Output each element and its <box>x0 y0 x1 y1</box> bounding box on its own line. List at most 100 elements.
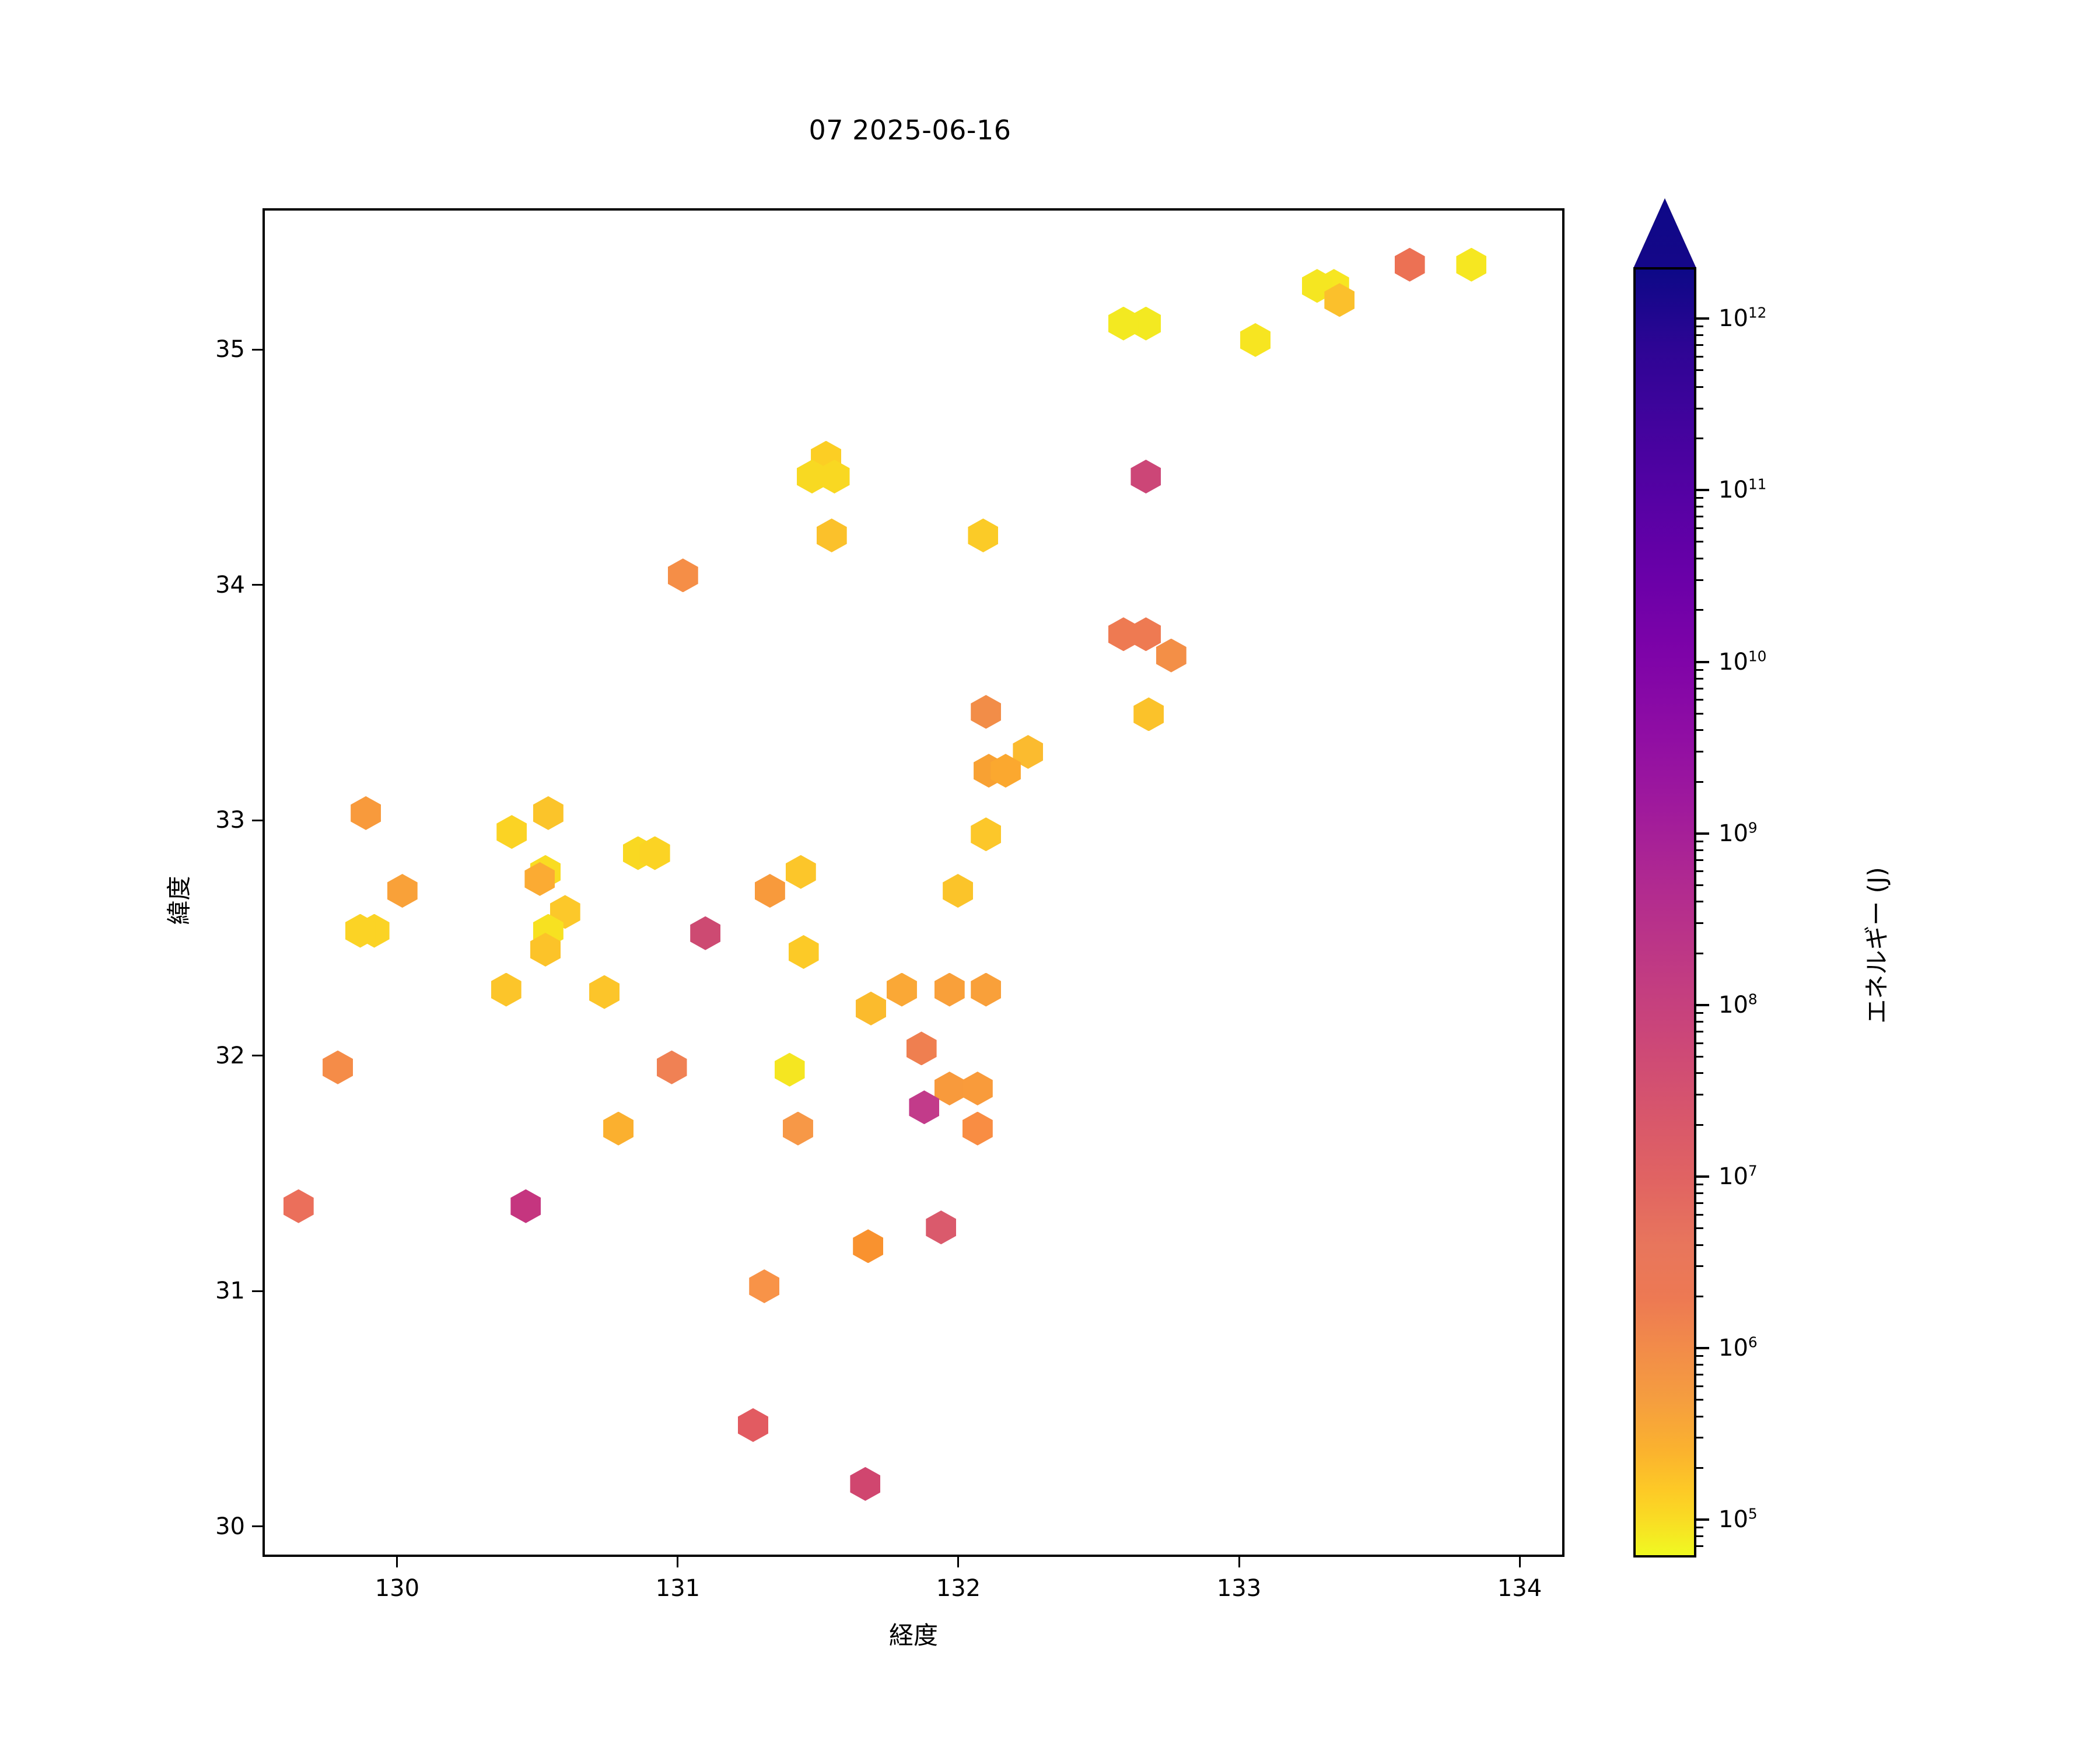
scatter-point <box>943 874 974 908</box>
colorbar-minor-tick <box>1696 1042 1703 1044</box>
scatter-point <box>1156 638 1186 673</box>
x-tick-mark <box>1518 1557 1521 1567</box>
x-tick-mark <box>677 1557 679 1567</box>
x-tick-label: 130 <box>374 1575 420 1602</box>
y-tick-label: 33 <box>215 807 245 834</box>
colorbar-tick-label: 108 <box>1718 991 1758 1019</box>
scatter-point <box>816 518 847 552</box>
scatter-point <box>496 815 527 849</box>
x-tick-label: 132 <box>936 1575 981 1602</box>
colorbar-tick-label: 106 <box>1718 1334 1758 1362</box>
x-tick-mark <box>957 1557 960 1567</box>
colorbar-minor-tick <box>1696 1265 1703 1268</box>
colorbar-minor-tick <box>1696 438 1703 440</box>
colorbar-minor-tick <box>1696 386 1703 388</box>
colorbar-minor-tick <box>1696 901 1703 903</box>
scatter-point <box>934 972 965 1007</box>
plot-area <box>262 208 1564 1557</box>
scatter-point <box>1108 306 1139 341</box>
scatter-point <box>323 1050 354 1084</box>
scatter-point <box>774 1052 805 1087</box>
scatter-point <box>1133 697 1164 732</box>
colorbar-tick-mark <box>1696 317 1709 320</box>
colorbar-minor-tick <box>1696 407 1703 410</box>
colorbar-tick-mark <box>1696 660 1709 663</box>
colorbar-minor-tick <box>1696 750 1703 752</box>
colorbar-minor-tick <box>1696 1374 1703 1376</box>
scatter-point <box>533 796 564 830</box>
colorbar-minor-tick <box>1696 326 1703 328</box>
y-tick-mark <box>252 1290 262 1292</box>
colorbar-minor-tick <box>1696 1527 1703 1529</box>
colorbar-tick-label: 1011 <box>1718 476 1767 504</box>
scatter-point <box>968 518 999 552</box>
page-title: 07 2025-06-16 <box>808 114 1012 146</box>
colorbar-minor-tick <box>1696 849 1703 851</box>
colorbar-minor-tick <box>1696 557 1703 559</box>
y-tick-label: 34 <box>215 571 245 598</box>
colorbar-tick-mark <box>1696 1003 1709 1006</box>
scatter-point <box>962 1072 993 1106</box>
scatter-point <box>971 972 1002 1007</box>
colorbar-minor-tick <box>1696 922 1703 924</box>
colorbar-minor-tick <box>1696 1399 1703 1401</box>
colorbar-minor-tick <box>1696 884 1703 886</box>
colorbar-minor-tick <box>1696 1094 1703 1096</box>
scatter-point <box>491 972 522 1007</box>
colorbar-minor-tick <box>1696 609 1703 611</box>
y-tick-label: 35 <box>215 336 245 363</box>
scatter-point <box>690 916 721 950</box>
colorbar-minor-tick <box>1696 1296 1703 1298</box>
x-tick-label: 133 <box>1216 1575 1262 1602</box>
colorbar-title: エネルギー (J) <box>1862 867 1891 1024</box>
colorbar-minor-tick <box>1696 506 1703 508</box>
colorbar-tick-label: 1012 <box>1718 304 1767 332</box>
y-tick-mark <box>252 348 262 351</box>
colorbar-minor-tick <box>1696 541 1703 543</box>
colorbar-minor-tick <box>1696 1202 1703 1205</box>
colorbar-minor-tick <box>1696 1192 1703 1194</box>
colorbar-minor-tick <box>1696 1055 1703 1058</box>
colorbar-gradient <box>1633 267 1696 1558</box>
scatter-point <box>510 1189 541 1223</box>
colorbar-minor-tick <box>1696 1535 1703 1538</box>
y-tick-mark <box>252 1055 262 1057</box>
x-tick-mark <box>1238 1557 1240 1567</box>
scatter-point <box>589 975 620 1009</box>
scatter-point <box>971 695 1002 729</box>
colorbar-minor-tick <box>1696 1020 1703 1023</box>
x-axis-label: 経度 <box>888 1621 938 1650</box>
colorbar-minor-tick <box>1696 668 1703 671</box>
colorbar-minor-tick <box>1696 356 1703 358</box>
colorbar-tick-mark <box>1696 1175 1709 1178</box>
scatter-point <box>971 817 1002 852</box>
y-tick-mark <box>252 1525 262 1528</box>
scatter-point <box>656 1050 687 1084</box>
colorbar-minor-tick <box>1696 1364 1703 1366</box>
colorbar-minor-tick <box>1696 1545 1703 1548</box>
colorbar-minor-tick <box>1696 840 1703 842</box>
colorbar-minor-tick <box>1696 1467 1703 1469</box>
x-tick-label: 134 <box>1497 1575 1542 1602</box>
scatter-point <box>387 874 418 908</box>
colorbar-minor-tick <box>1696 1244 1703 1246</box>
scatter-point <box>1130 459 1161 494</box>
y-tick-mark <box>252 584 262 586</box>
scatter-point <box>886 972 917 1007</box>
colorbar-minor-tick <box>1696 1124 1703 1126</box>
colorbar-minor-tick <box>1696 1227 1703 1230</box>
scatter-point <box>667 558 698 593</box>
y-tick-mark <box>252 819 262 821</box>
scatter-point <box>926 1210 957 1245</box>
scatter-point <box>1130 617 1161 652</box>
colorbar-minor-tick <box>1696 1012 1703 1014</box>
scatter-point <box>749 1269 780 1303</box>
scatter-point <box>603 1111 634 1146</box>
colorbar-minor-tick <box>1696 1415 1703 1418</box>
colorbar-tick-mark <box>1696 832 1709 835</box>
colorbar-minor-tick <box>1696 516 1703 518</box>
colorbar-minor-tick <box>1696 712 1703 715</box>
colorbar-minor-tick <box>1696 527 1703 530</box>
scatter-point <box>1456 247 1487 282</box>
